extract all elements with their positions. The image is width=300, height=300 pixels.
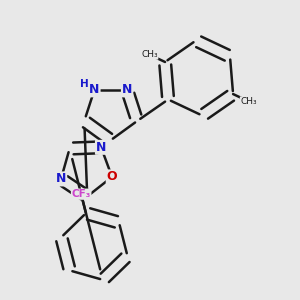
Text: N: N [96,141,106,154]
Text: N: N [122,83,132,96]
Text: O: O [107,170,117,183]
Text: CH₃: CH₃ [240,97,257,106]
Text: CH₃: CH₃ [141,50,158,59]
Text: H: H [80,79,88,89]
Text: N: N [89,83,100,96]
Text: CF₃: CF₃ [71,189,91,199]
Text: N: N [56,172,66,185]
